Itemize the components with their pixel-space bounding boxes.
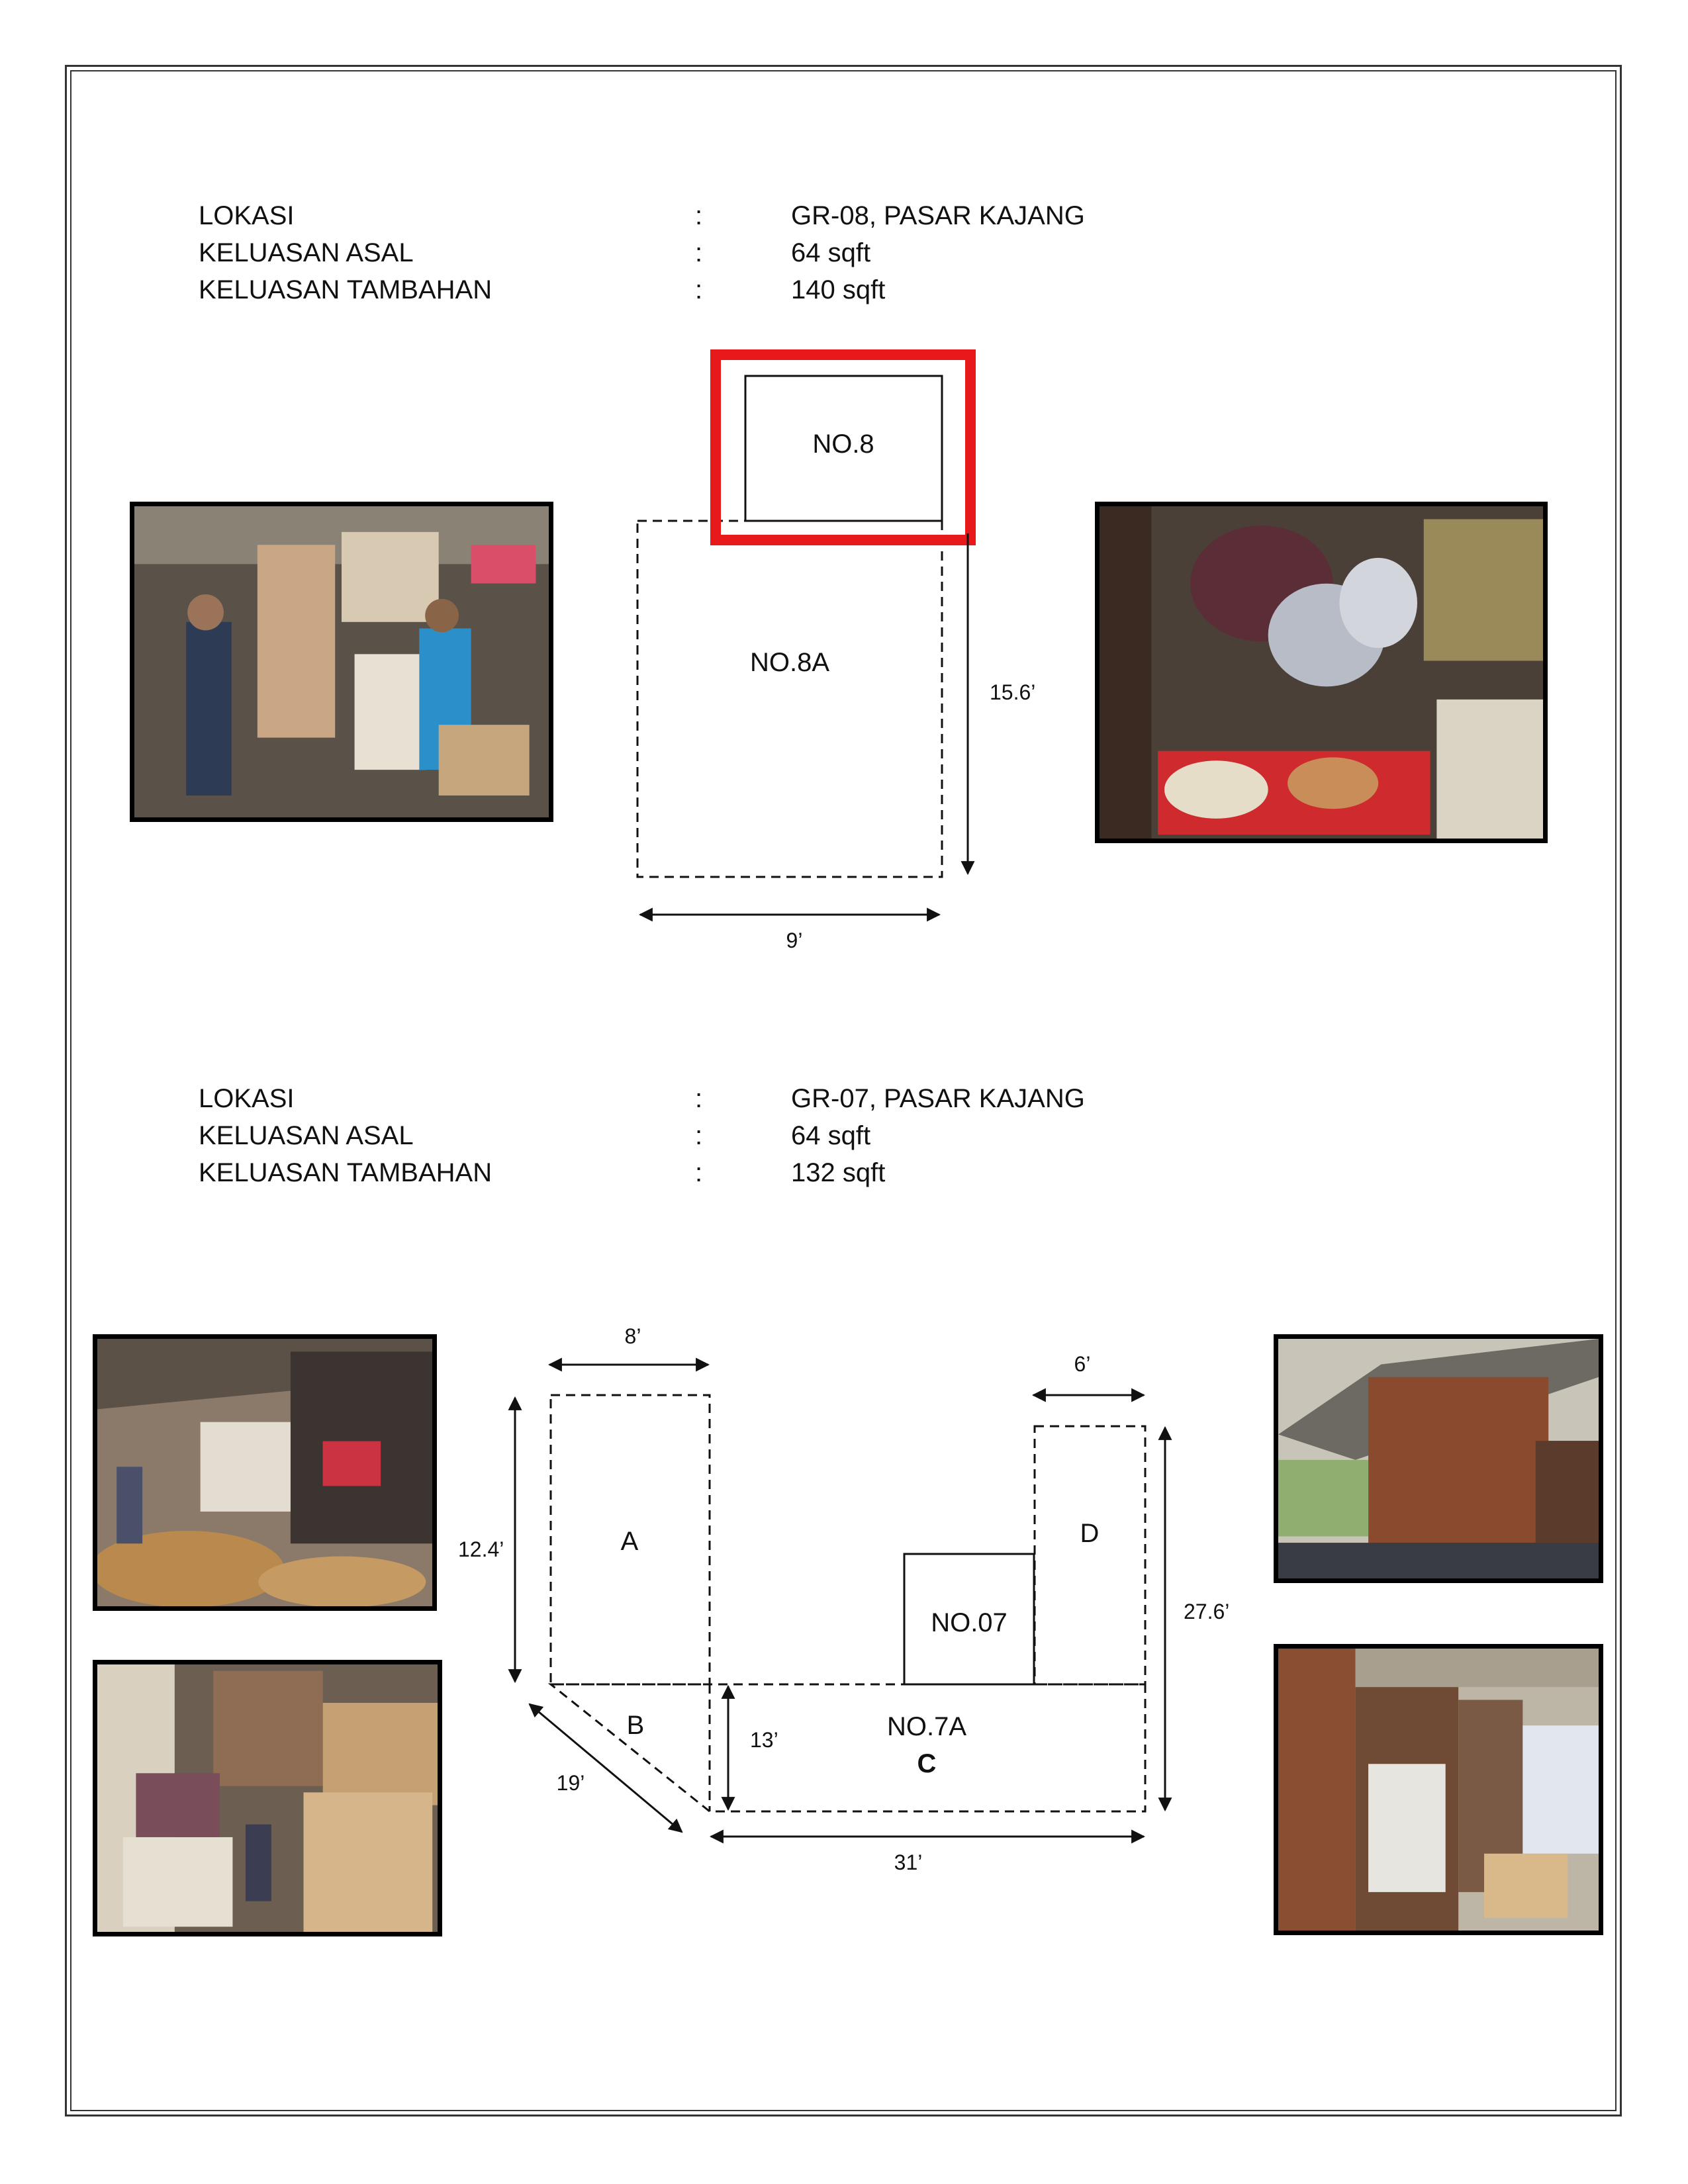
area-label-d: D xyxy=(1080,1519,1100,1548)
dimension-label-width: 9’ xyxy=(786,929,803,952)
info-colon: : xyxy=(695,1121,703,1150)
site-photo-gr08-left xyxy=(130,502,553,822)
site-photo-gr07-top-right xyxy=(1274,1334,1603,1583)
floor-plan-gr08: NO.8 NO.8A 15.6’ 9’ xyxy=(636,349,1035,952)
dimension-label-c-width: 31’ xyxy=(894,1850,923,1874)
extension-area-b-c xyxy=(547,1683,1147,1813)
info-label: LOKASI xyxy=(199,1084,295,1113)
area-label-c: C xyxy=(917,1749,937,1778)
stall-label-no8a: NO.8A xyxy=(750,648,829,677)
info-row-keluasan-tambahan: KELUASAN TAMBAHAN : 132 sqft xyxy=(199,1154,1125,1191)
dimension-arrow-b-diagonal xyxy=(528,1703,683,1833)
info-colon: : xyxy=(695,201,703,230)
dimension-label-b-diagonal: 19’ xyxy=(557,1771,585,1795)
info-label: KELUASAN TAMBAHAN xyxy=(199,1158,492,1187)
dimension-label-a-height: 12.4’ xyxy=(458,1537,504,1561)
info-value: 64 sqft xyxy=(791,238,871,267)
info-label: KELUASAN TAMBAHAN xyxy=(199,275,492,304)
dimension-label-d-width: 6’ xyxy=(1074,1352,1091,1376)
page-border-outer xyxy=(65,65,1622,2116)
info-value: 132 sqft xyxy=(791,1158,886,1187)
area-label-a: A xyxy=(621,1527,639,1556)
site-info-gr08: LOKASI : GR-08, PASAR KAJANG KELUASAN AS… xyxy=(199,197,1125,308)
info-colon: : xyxy=(695,1158,703,1187)
dimension-label-a-width: 8’ xyxy=(625,1324,641,1348)
highlight-frame xyxy=(710,349,976,545)
existing-stall-no8 xyxy=(744,375,943,522)
info-label: LOKASI xyxy=(199,201,295,230)
info-colon: : xyxy=(695,238,703,267)
info-row-keluasan-asal: KELUASAN ASAL : 64 sqft xyxy=(199,234,1125,271)
info-value: GR-08, PASAR KAJANG xyxy=(791,201,1085,230)
site-photo-gr07-bottom-right xyxy=(1274,1644,1603,1935)
info-label: KELUASAN ASAL xyxy=(199,238,414,267)
info-row-lokasi: LOKASI : GR-07, PASAR KAJANG xyxy=(199,1080,1125,1117)
info-value: 140 sqft xyxy=(791,275,886,304)
extension-area-d xyxy=(1033,1425,1147,1686)
page-border-inner xyxy=(70,70,1617,2111)
dimension-label-height: 15.6’ xyxy=(990,680,1035,704)
site-photo-gr07-top-left xyxy=(93,1334,437,1611)
info-row-lokasi: LOKASI : GR-08, PASAR KAJANG xyxy=(199,197,1125,234)
site-photo-gr07-bottom-left xyxy=(93,1660,442,1936)
info-colon: : xyxy=(695,275,703,304)
dimension-label-c-height: 13’ xyxy=(750,1728,778,1752)
dimension-label-total-height: 27.6’ xyxy=(1184,1600,1229,1623)
floor-plan-gr07: A D B NO.07 NO.7A C 8’ 12.4’ 6’ 27.6’ 13… xyxy=(458,1324,1229,1874)
info-row-keluasan-asal: KELUASAN ASAL : 64 sqft xyxy=(199,1117,1125,1154)
info-row-keluasan-tambahan: KELUASAN TAMBAHAN : 140 sqft xyxy=(199,271,1125,308)
existing-stall-no07 xyxy=(903,1553,1035,1686)
info-colon: : xyxy=(695,1084,703,1113)
stall-label-no07: NO.07 xyxy=(931,1608,1008,1637)
area-label-b: B xyxy=(627,1711,645,1740)
stall-label-no8: NO.8 xyxy=(812,430,874,459)
info-value: GR-07, PASAR KAJANG xyxy=(791,1084,1085,1113)
extension-area-a xyxy=(549,1394,711,1686)
site-photo-gr08-right xyxy=(1095,502,1548,843)
site-info-gr07: LOKASI : GR-07, PASAR KAJANG KELUASAN AS… xyxy=(199,1080,1125,1191)
extension-area-no8a xyxy=(636,520,943,878)
info-label: KELUASAN ASAL xyxy=(199,1121,414,1150)
info-value: 64 sqft xyxy=(791,1121,871,1150)
stall-label-no7a: NO.7A xyxy=(887,1712,966,1741)
